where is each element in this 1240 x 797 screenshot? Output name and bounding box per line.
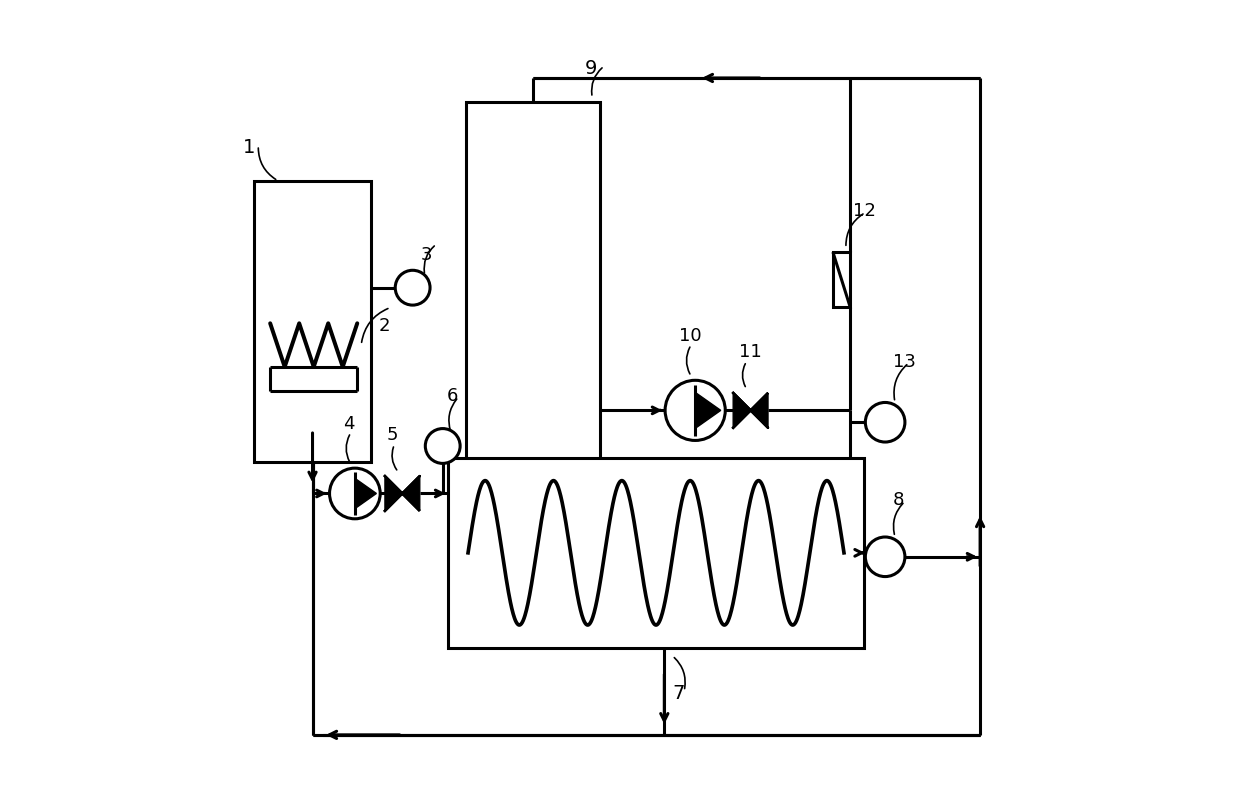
Text: 1: 1 bbox=[243, 138, 255, 157]
Circle shape bbox=[866, 402, 905, 442]
Circle shape bbox=[396, 270, 430, 305]
Polygon shape bbox=[402, 476, 420, 511]
Text: 3: 3 bbox=[420, 246, 432, 264]
Bar bbox=[833, 252, 851, 308]
Circle shape bbox=[665, 380, 725, 441]
Text: 10: 10 bbox=[680, 327, 702, 344]
Circle shape bbox=[330, 468, 381, 519]
Bar bbox=[254, 181, 371, 461]
Text: 7: 7 bbox=[672, 684, 684, 703]
Text: 9: 9 bbox=[584, 59, 596, 78]
Text: 12: 12 bbox=[853, 202, 877, 221]
Text: 5: 5 bbox=[387, 426, 398, 445]
Text: 4: 4 bbox=[343, 414, 355, 433]
Bar bbox=[466, 102, 600, 493]
Text: 11: 11 bbox=[739, 344, 761, 361]
Text: 6: 6 bbox=[446, 387, 458, 405]
Circle shape bbox=[866, 537, 905, 576]
Text: 13: 13 bbox=[893, 353, 916, 371]
Circle shape bbox=[425, 429, 460, 463]
Polygon shape bbox=[696, 392, 720, 429]
Polygon shape bbox=[355, 478, 377, 508]
Polygon shape bbox=[750, 393, 768, 428]
Polygon shape bbox=[733, 393, 750, 428]
Text: 8: 8 bbox=[893, 491, 904, 509]
Text: 2: 2 bbox=[378, 317, 391, 336]
Polygon shape bbox=[384, 476, 402, 511]
Bar bbox=[448, 457, 864, 648]
